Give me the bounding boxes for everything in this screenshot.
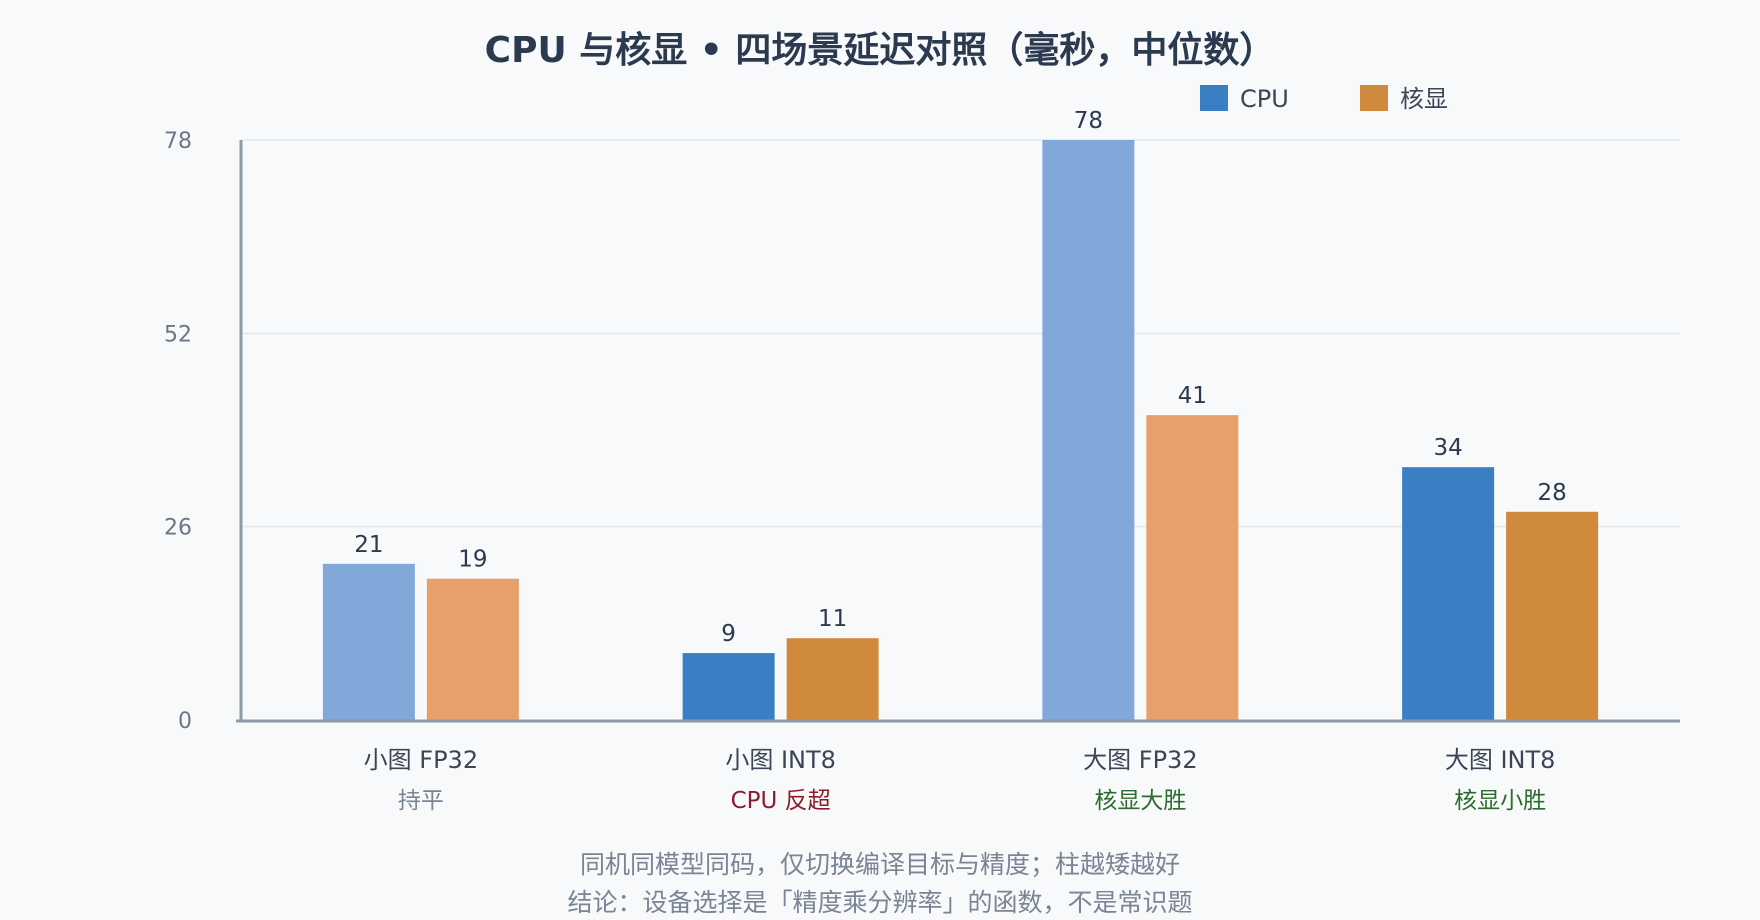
x-category-note: 核显大胜 xyxy=(1094,788,1186,814)
legend-swatch-cpu xyxy=(1200,85,1228,111)
value-label: 11 xyxy=(818,606,847,632)
y-tick-label: 26 xyxy=(164,516,192,541)
value-label: 28 xyxy=(1537,480,1566,506)
x-category-label: 小图 INT8 xyxy=(725,746,836,774)
bar-igpu-0 xyxy=(426,578,519,720)
x-axis-labels: 小图 FP32 持平 小图 INT8 CPU 反超 大图 FP32 核显大胜 大图 INT8… xyxy=(364,746,1556,814)
x-category-note: 持平 xyxy=(398,788,444,814)
y-tick-label: 52 xyxy=(164,322,192,347)
y-tick-label: 0 xyxy=(178,709,192,734)
bar-igpu-2 xyxy=(1146,415,1239,720)
bar-group xyxy=(322,140,1599,720)
value-label: 34 xyxy=(1433,435,1462,461)
bar-igpu-3 xyxy=(1506,511,1599,720)
bar-cpu-3 xyxy=(1402,467,1495,720)
value-label: 19 xyxy=(458,547,487,573)
y-tick-label: 78 xyxy=(164,129,192,154)
y-axis-ticks: 0 26 52 78 xyxy=(164,129,192,734)
footnote-line-2: 结论：设备选择是「精度乘分辨率」的函数，不是常识题 xyxy=(567,888,1192,917)
value-label: 41 xyxy=(1178,383,1207,409)
legend-label-cpu: CPU xyxy=(1240,85,1289,113)
bar-cpu-2 xyxy=(1042,140,1135,720)
bar-cpu-1 xyxy=(682,653,775,720)
value-labels: 21 19 9 11 78 41 34 28 xyxy=(354,108,1567,647)
bar-igpu-1 xyxy=(786,638,879,720)
chart-title: CPU 与核显 • 四场景延迟对照（毫秒，中位数） xyxy=(485,30,1276,71)
x-category-label: 大图 INT8 xyxy=(1445,746,1556,774)
value-label: 78 xyxy=(1074,108,1103,134)
x-category-label: 大图 FP32 xyxy=(1083,746,1197,774)
bar-cpu-0 xyxy=(322,563,415,720)
legend: CPU 核显 xyxy=(1200,85,1448,113)
x-category-note: CPU 反超 xyxy=(731,788,831,814)
value-label: 9 xyxy=(721,621,736,647)
value-label: 21 xyxy=(354,532,383,558)
x-category-note: 核显小胜 xyxy=(1454,788,1546,814)
legend-swatch-igpu xyxy=(1360,85,1388,111)
legend-label-igpu: 核显 xyxy=(1400,85,1448,113)
x-category-label: 小图 FP32 xyxy=(364,746,478,774)
footnote-line-1: 同机同模型同码，仅切换编译目标与精度；柱越矮越好 xyxy=(580,850,1180,879)
